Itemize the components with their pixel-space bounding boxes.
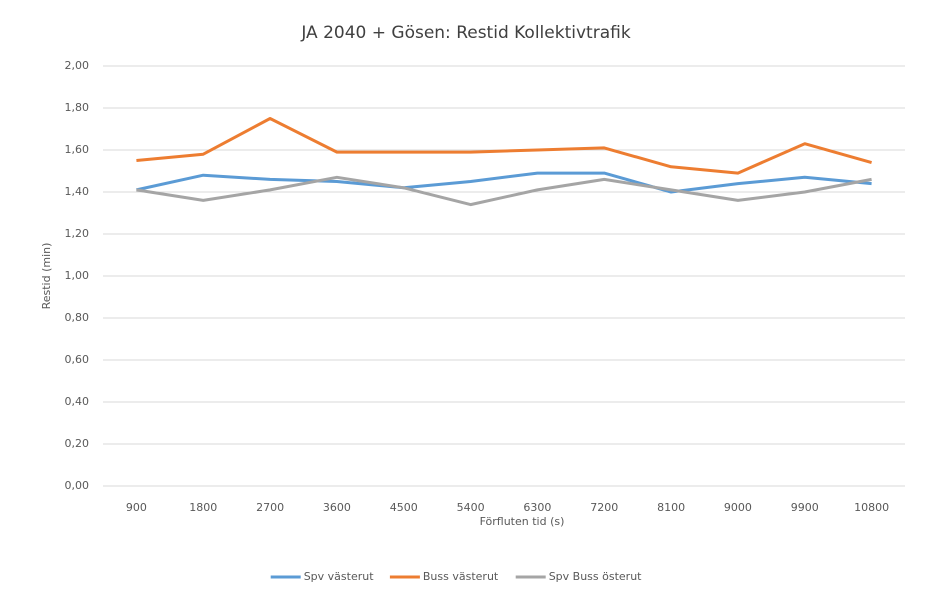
y-tick-label: 1,60: [65, 143, 90, 156]
y-tick-label: 0,00: [65, 479, 90, 492]
x-tick-label: 5400: [457, 501, 485, 514]
x-tick-label: 9000: [724, 501, 752, 514]
y-tick-label: 0,40: [65, 395, 90, 408]
series-line: [136, 171, 872, 194]
y-tick-label: 2,00: [65, 59, 90, 72]
series-line: [136, 117, 872, 175]
x-tick-label: 7200: [590, 501, 618, 514]
series-line: [136, 175, 872, 207]
x-tick-label: 1800: [189, 501, 217, 514]
x-axis-label: Förfluten tid (s): [480, 515, 565, 528]
y-tick-label: 0,60: [65, 353, 90, 366]
legend-label: Spv västerut: [304, 570, 375, 583]
y-tick-label: 1,80: [65, 101, 90, 114]
x-tick-label: 2700: [256, 501, 284, 514]
y-tick-label: 1,40: [65, 185, 90, 198]
y-tick-label: 0,20: [65, 437, 90, 450]
x-tick-label: 900: [126, 501, 147, 514]
chart-title: JA 2040 + Gösen: Restid Kollektivtrafik: [300, 23, 630, 43]
legend-label: Spv Buss österut: [549, 570, 642, 583]
x-tick-label: 8100: [657, 501, 685, 514]
y-tick-label: 0,80: [65, 311, 90, 324]
y-tick-label: 1,20: [65, 227, 90, 240]
x-tick-label: 4500: [390, 501, 418, 514]
x-tick-label: 3600: [323, 501, 351, 514]
y-axis-label: Restid (min): [40, 243, 53, 310]
legend-label: Buss västerut: [423, 570, 499, 583]
y-tick-label: 1,00: [65, 269, 90, 282]
x-tick-label: 9900: [791, 501, 819, 514]
x-tick-label: 6300: [523, 501, 551, 514]
x-tick-label: 10800: [854, 501, 889, 514]
